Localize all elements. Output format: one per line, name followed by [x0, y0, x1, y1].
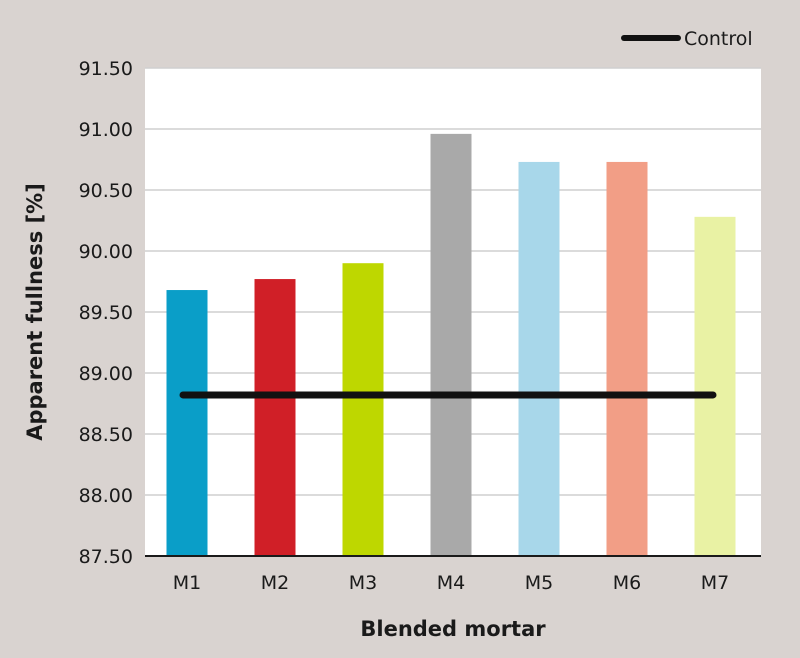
y-tick-label: 90.50 [79, 180, 133, 202]
y-tick-label: 91.50 [79, 58, 133, 80]
x-axis-ticks: M1 M2 M3 M4 M5 M6 M7 [173, 572, 729, 594]
y-tick-label: 90.00 [79, 241, 133, 263]
x-tick-label: M7 [701, 572, 729, 594]
y-tick-label: 87.50 [79, 546, 133, 568]
y-tick-label: 89.50 [79, 302, 133, 324]
y-tick-label: 91.00 [79, 119, 133, 141]
y-axis-ticks: 87.50 88.00 88.50 89.00 89.50 90.00 90.50 91.00… [79, 58, 133, 568]
x-tick-label: M2 [261, 572, 289, 594]
bar-m6 [606, 161, 648, 556]
bar-m1 [166, 290, 208, 556]
bar-m3 [342, 263, 384, 556]
bars [166, 133, 736, 556]
x-tick-label: M6 [613, 572, 641, 594]
bar-m4 [430, 133, 472, 556]
legend-label-control: Control [684, 28, 753, 50]
x-tick-label: M4 [437, 572, 465, 594]
y-tick-label: 89.00 [79, 363, 133, 385]
bar-m5 [518, 161, 560, 556]
y-tick-label: 88.50 [79, 424, 133, 446]
bar-m2 [254, 279, 296, 556]
x-tick-label: M1 [173, 572, 201, 594]
bar-m7 [694, 216, 736, 556]
x-axis-title: Blended mortar [360, 617, 546, 641]
y-tick-label: 88.00 [79, 485, 133, 507]
y-axis-title: Apparent fullness [%] [23, 183, 47, 441]
x-tick-label: M5 [525, 572, 553, 594]
legend: Control [621, 28, 753, 50]
x-tick-label: M3 [349, 572, 377, 594]
